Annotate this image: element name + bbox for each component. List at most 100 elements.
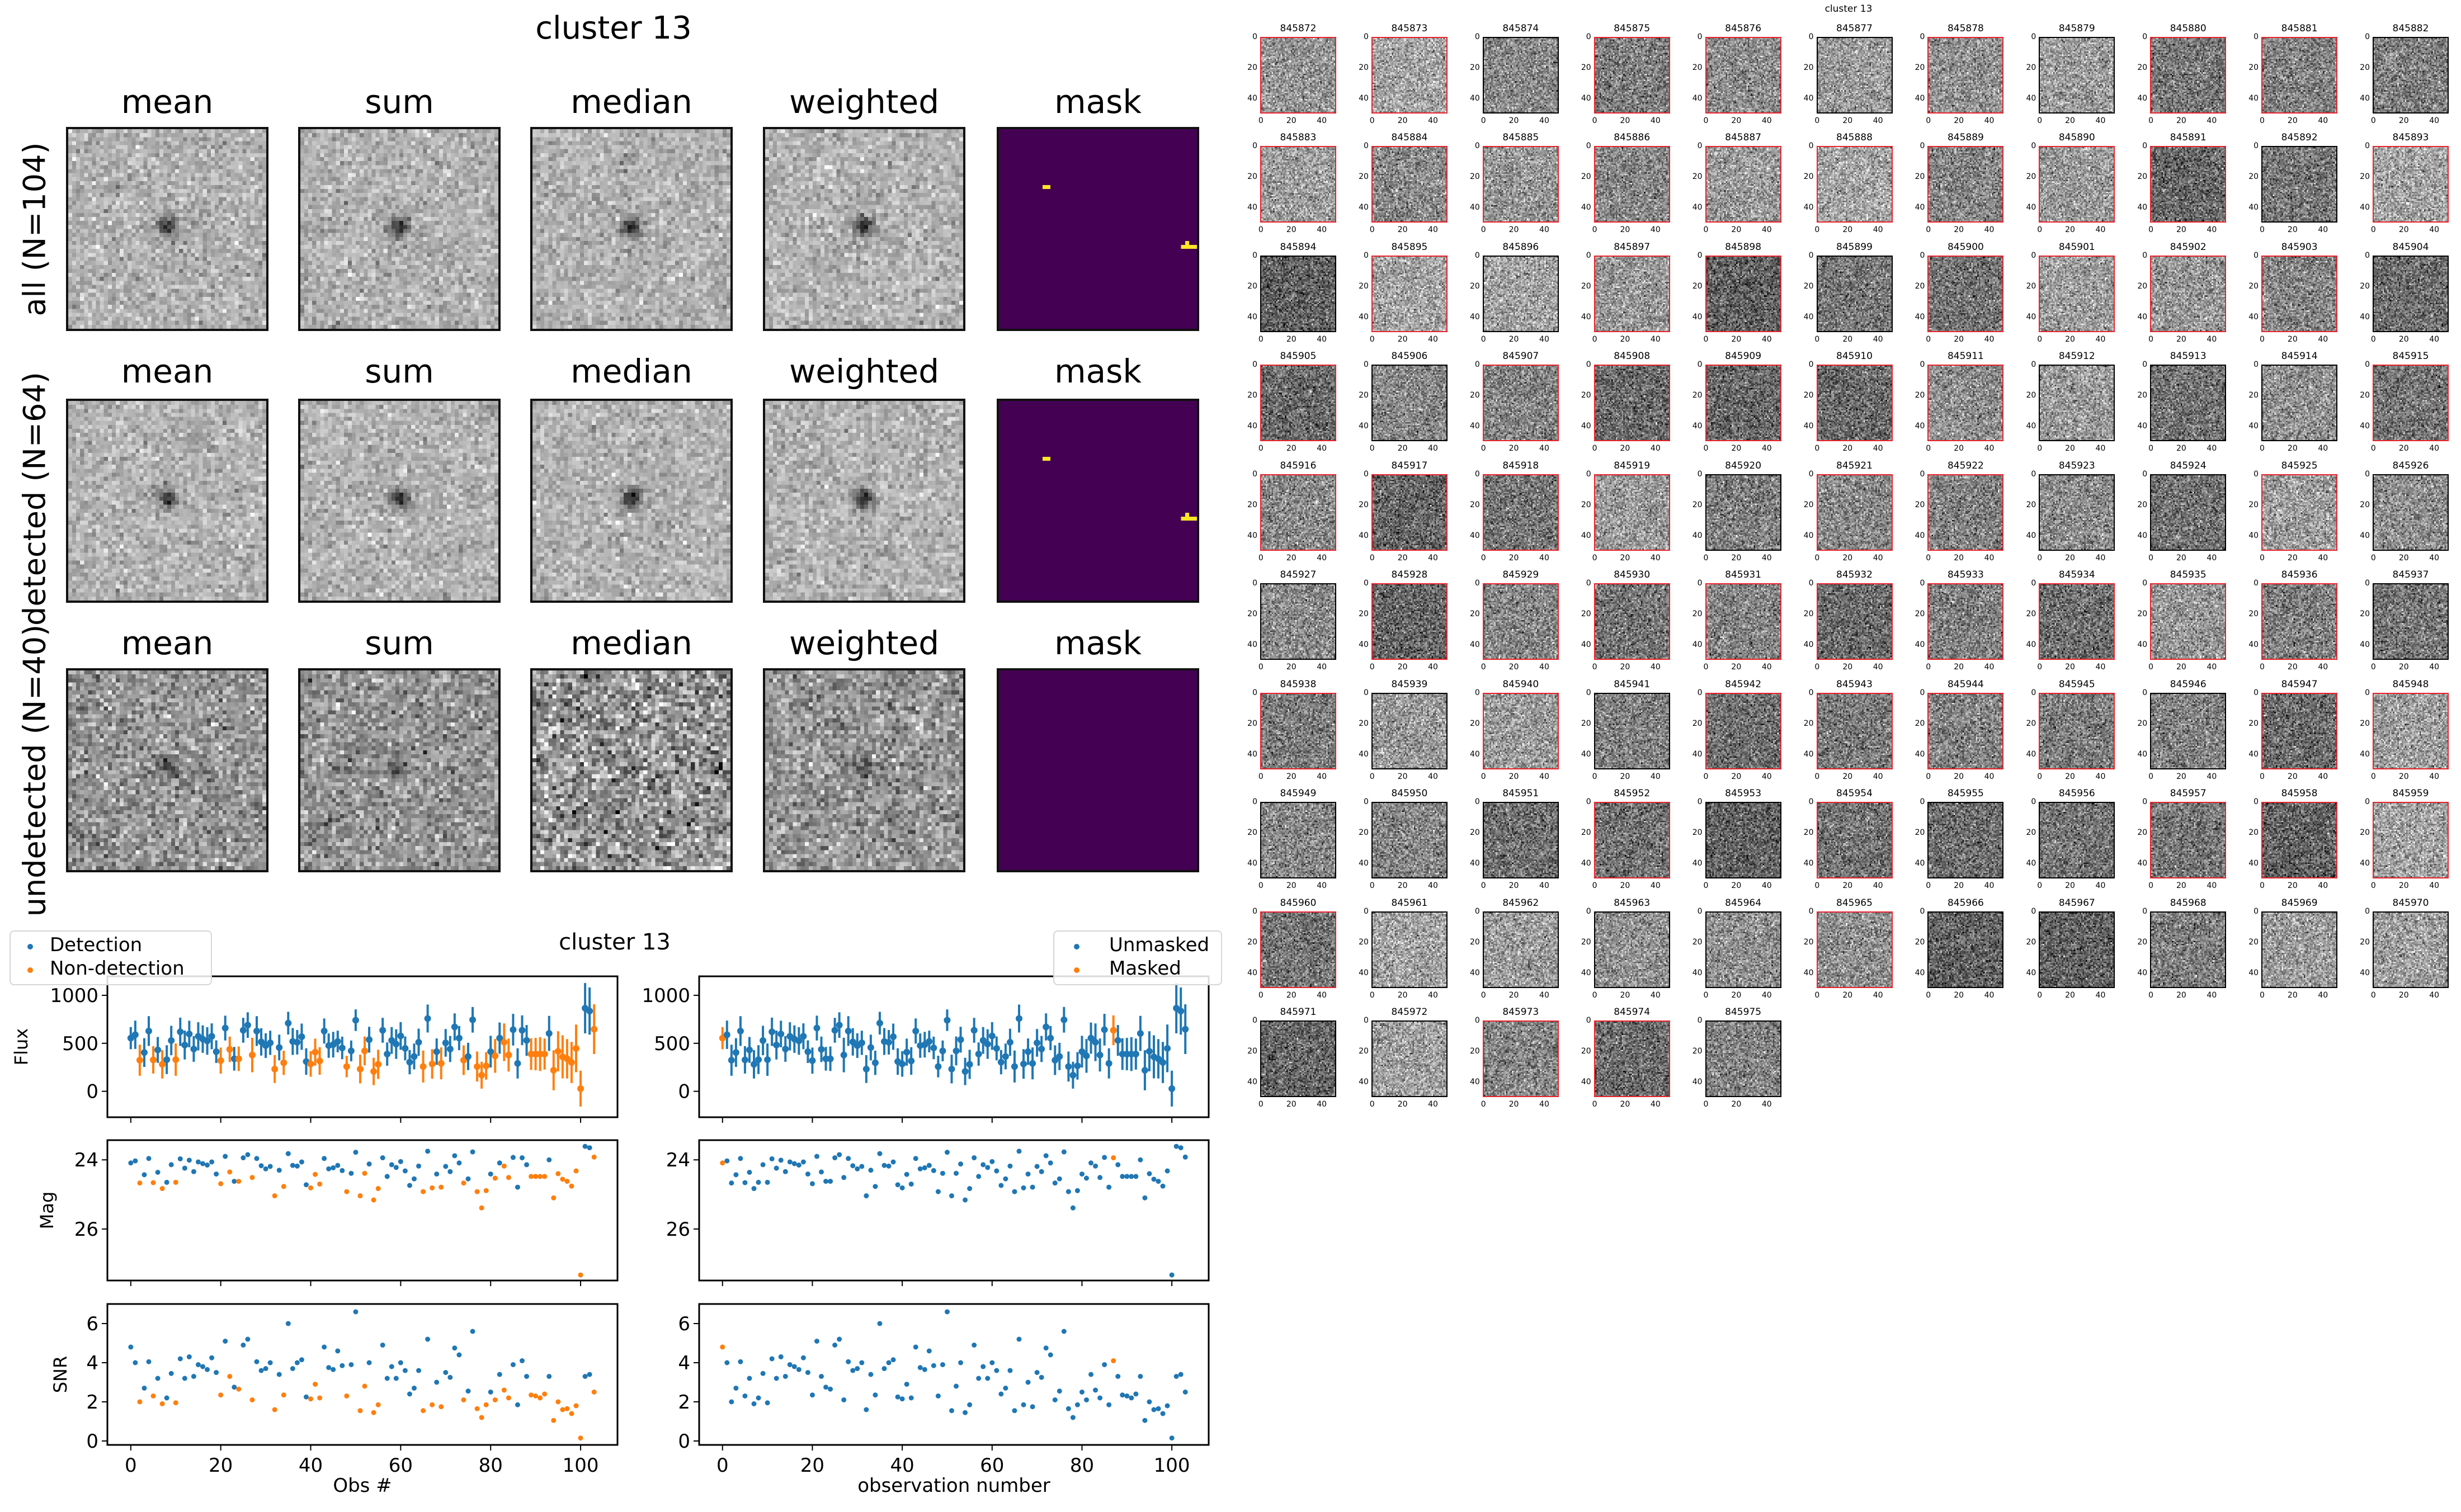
thumbnail-xtick: 20: [2287, 990, 2298, 1000]
thumbnail-ytick: 40: [1359, 968, 1369, 977]
thumbnail-ytick: 20: [2248, 609, 2259, 619]
stack-image-mean: [66, 668, 268, 872]
stack-image-weighted: [763, 668, 965, 872]
thumbnail-label: 845890: [2058, 132, 2095, 144]
thumbnail-ytick: 40: [1803, 859, 1814, 868]
snr-point: [281, 1392, 286, 1398]
thumbnail-xtick: 40: [1539, 225, 1549, 235]
thumbnail-ytick: 0: [1920, 906, 1925, 916]
thumbnail-xtick: 20: [2287, 116, 2298, 125]
thumbnail-label: 845904: [2392, 241, 2429, 253]
mag-point: [218, 1181, 224, 1187]
thumbnail-845972: 845972 0 0 20 20 40 40: [1359, 1007, 1448, 1109]
mag-point: [407, 1183, 412, 1188]
thumbnail-ytick: 20: [2248, 719, 2259, 728]
thumbnail-ytick: 0: [1808, 797, 1814, 807]
snr-point: [895, 1394, 901, 1400]
thumbnail-image: [2373, 911, 2449, 988]
thumbnail-ytick: 0: [1808, 251, 1814, 260]
thumbnail-image: [1260, 146, 1336, 223]
flux-point: [1034, 1039, 1041, 1046]
thumbnail-label: 845945: [2058, 678, 2095, 690]
thumbnail-image: [2261, 802, 2338, 879]
thumbnail-label: 845958: [2281, 788, 2318, 800]
thumbnail-label: 845914: [2281, 351, 2318, 362]
thumbnail-xtick: 20: [1842, 116, 1853, 125]
mag-point: [1173, 1144, 1179, 1149]
thumbnail-845875: 845875 0 0 20 20 40 40: [1581, 23, 1670, 125]
thumbnail-label: 845968: [2170, 897, 2207, 909]
thumbnail-xtick: 20: [1397, 225, 1408, 235]
thumbnail-image: [1705, 255, 1781, 332]
mag-point: [1079, 1171, 1085, 1177]
flux-point: [1052, 1057, 1059, 1064]
thumbnail-ytick: 40: [1692, 640, 1703, 650]
thumbnail-label: 845935: [2170, 569, 2207, 581]
snr-point: [587, 1372, 592, 1377]
thumbnail-ytick: 20: [2137, 828, 2148, 838]
snr-point: [769, 1356, 775, 1362]
mag-point: [747, 1169, 752, 1175]
snr-point: [249, 1397, 255, 1402]
legend-marker-detection: [27, 944, 33, 949]
thumbnail-image: [1482, 146, 1559, 223]
mag-point: [980, 1162, 986, 1168]
mag-point: [281, 1184, 286, 1189]
mag-point: [447, 1169, 453, 1174]
thumbnail-ytick: 20: [1247, 1047, 1257, 1056]
flux-point: [411, 1053, 418, 1060]
thumbnail-xtick: 0: [2259, 553, 2265, 563]
thumbnail-ytick: 40: [1803, 203, 1814, 212]
thumbnail-845884: 845884 0 0 20 20 40 40: [1359, 132, 1448, 234]
flux-point: [732, 1049, 739, 1056]
thumbnail-ytick: 20: [2026, 828, 2036, 838]
thumbnail-xtick: 0: [1258, 225, 1263, 235]
thumbnail-845883: 845883 0 0 20 20 40 40: [1247, 132, 1336, 234]
flux-point: [154, 1046, 162, 1053]
thumbnail-ytick: 40: [1692, 312, 1703, 322]
thumbnail-image: [1816, 692, 1893, 769]
flux-point: [334, 1038, 341, 1045]
thumbnail-xtick: 20: [1842, 444, 1853, 453]
thumbnail-ytick: 40: [2137, 859, 2148, 868]
legend-mask: Unmasked Masked: [1053, 930, 1222, 985]
thumbnail-ytick: 20: [1803, 719, 1814, 728]
flux-point: [320, 1027, 328, 1034]
flux-point: [312, 1048, 319, 1056]
snr-point: [555, 1399, 561, 1405]
thumbnail-ytick: 20: [2248, 500, 2259, 509]
thumbnail-label: 845899: [1836, 241, 1873, 253]
thumbnail-ytick: 0: [1363, 360, 1369, 370]
snr-point: [940, 1362, 945, 1367]
thumbnail-ytick: 20: [2360, 172, 2370, 182]
flux-point: [764, 1056, 771, 1064]
snr-point: [926, 1348, 932, 1354]
thumbnail-845908: 845908 0 0 20 20 40 40: [1581, 351, 1670, 453]
flux-point: [397, 1032, 404, 1040]
flux-point: [163, 1056, 171, 1064]
thumbnail-ytick: 20: [2137, 937, 2148, 947]
thumbnail-xtick: 20: [2176, 663, 2186, 672]
thumbnail-label: 845920: [1725, 460, 1762, 471]
mag-point: [294, 1163, 300, 1169]
thumbnail-ytick: 40: [2360, 312, 2370, 322]
thumbnail-label: 845880: [2170, 22, 2207, 34]
snr-point: [182, 1376, 187, 1381]
mag-point: [313, 1171, 318, 1177]
snr-point: [1079, 1390, 1085, 1395]
thumbnail-ytick: 20: [2248, 172, 2259, 182]
thumbnail-ytick: 40: [2360, 203, 2370, 212]
mag-point: [837, 1152, 842, 1157]
flux-point: [1182, 1026, 1189, 1033]
stack-column-title: sum: [365, 352, 434, 390]
thumbnail-image: [1927, 255, 2004, 332]
mag-point: [308, 1185, 314, 1190]
snr-point: [173, 1400, 178, 1406]
thumbnail-xtick: 0: [1703, 990, 1709, 1000]
thumbnail-ytick: 0: [2253, 251, 2259, 260]
thumbnail-image: [1705, 583, 1781, 660]
thumbnail-xtick: 40: [1650, 663, 1661, 672]
thumbnail-ytick: 40: [1915, 422, 1925, 431]
thumbnail-label: 845931: [1725, 569, 1762, 581]
thumbnail-845954: 845954 0 0 20 20 40 40: [1804, 788, 1893, 890]
